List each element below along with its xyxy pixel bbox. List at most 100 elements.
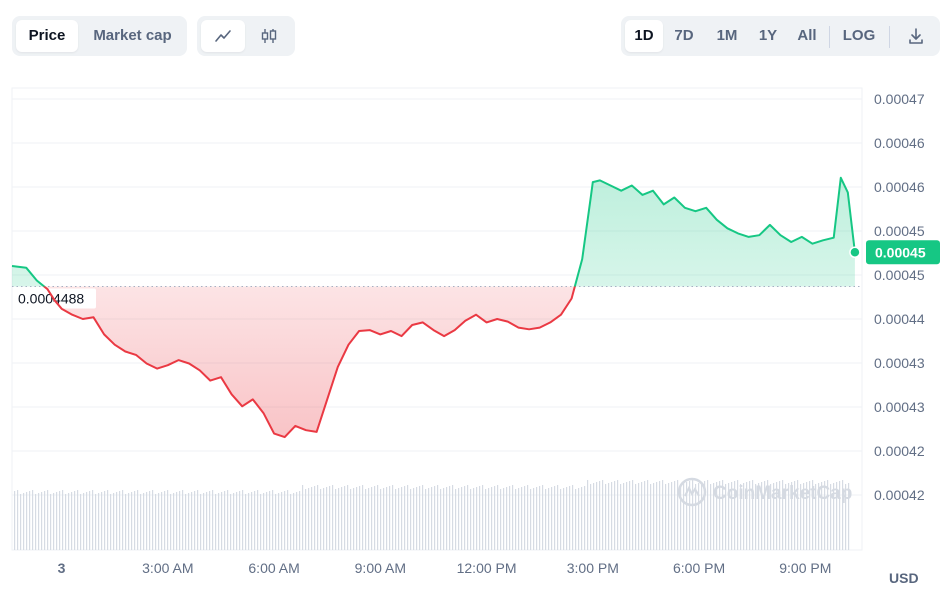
- volume-bar: [173, 493, 175, 550]
- line-chart-icon: [215, 30, 231, 42]
- volume-bar: [521, 487, 523, 550]
- volume-bar: [623, 483, 625, 550]
- volume-bar: [182, 490, 184, 550]
- volume-bar: [575, 489, 577, 550]
- candlestick-button[interactable]: [247, 20, 291, 52]
- volume-bar: [251, 492, 253, 550]
- volume-bar: [758, 483, 760, 550]
- volume-bar: [713, 483, 715, 550]
- download-button[interactable]: [897, 20, 935, 52]
- volume-bar: [545, 489, 547, 550]
- volume-bar: [413, 488, 415, 550]
- volume-bar: [230, 494, 232, 550]
- volume-bar: [212, 490, 214, 550]
- volume-bar: [773, 483, 775, 550]
- volume-bar: [386, 487, 388, 550]
- volume-bar: [464, 486, 466, 550]
- range-1m[interactable]: 1M: [716, 27, 738, 44]
- volume-bar: [599, 481, 601, 550]
- volume-bar: [515, 489, 517, 550]
- volume-bar: [188, 493, 190, 550]
- volume-bar: [539, 486, 541, 550]
- volume-bar: [449, 486, 451, 550]
- volume-bar: [317, 485, 319, 550]
- volume-bar: [452, 485, 454, 550]
- metric-toggle: Price Market cap: [12, 16, 187, 56]
- volume-bar: [794, 481, 796, 550]
- x-tick-label: 6:00 AM: [248, 560, 299, 576]
- range-1d[interactable]: 1D: [625, 20, 663, 52]
- volume-bar: [170, 494, 172, 550]
- volume-bar: [566, 487, 568, 550]
- tab-market-cap[interactable]: Market cap: [93, 27, 172, 44]
- currency-label: USD: [889, 570, 919, 586]
- volume-bar: [458, 488, 460, 550]
- volume-bar: [71, 492, 73, 550]
- volume-bar: [29, 491, 31, 550]
- volume-bar: [353, 488, 355, 550]
- volume-bar: [293, 493, 295, 550]
- x-tick-label: 3: [58, 560, 66, 576]
- volume-bar: [806, 482, 808, 550]
- volume-bar: [287, 490, 289, 550]
- volume-bar: [701, 482, 703, 550]
- volume-bars: [14, 480, 850, 550]
- volume-bar: [338, 488, 340, 550]
- volume-bar: [563, 488, 565, 550]
- volume-bar: [533, 488, 535, 550]
- volume-bar: [848, 483, 850, 550]
- volume-bar: [488, 488, 490, 550]
- volume-bar: [356, 487, 358, 550]
- range-7d[interactable]: 7D: [674, 27, 694, 44]
- volume-bar: [818, 483, 820, 550]
- volume-bar: [290, 494, 292, 550]
- volume-bar: [590, 484, 592, 550]
- volume-bar: [104, 491, 106, 550]
- volume-bar: [158, 493, 160, 550]
- volume-bar: [359, 486, 361, 550]
- volume-bar: [512, 485, 514, 550]
- volume-bar: [542, 485, 544, 550]
- volume-bar: [47, 490, 49, 550]
- volume-bar: [197, 490, 199, 550]
- line-chart-button[interactable]: [201, 20, 245, 52]
- volume-bar: [728, 483, 730, 550]
- volume-bar: [107, 490, 109, 550]
- range-all[interactable]: All: [797, 27, 817, 44]
- volume-bar: [812, 480, 814, 550]
- volume-bar: [56, 492, 58, 550]
- volume-bar: [680, 484, 682, 550]
- volume-bar: [641, 482, 643, 550]
- range-1y[interactable]: 1Y: [758, 27, 778, 44]
- volume-bar: [50, 494, 52, 550]
- volume-bar: [32, 490, 34, 550]
- log-scale-button[interactable]: LOG: [842, 27, 876, 44]
- volume-bar: [779, 481, 781, 550]
- volume-bar: [518, 488, 520, 550]
- volume-bar: [686, 482, 688, 550]
- volume-bar: [731, 482, 733, 550]
- volume-bar: [431, 487, 433, 550]
- volume-bar: [179, 491, 181, 550]
- line-down: [42, 286, 576, 439]
- volume-bar: [707, 480, 709, 550]
- volume-bar: [677, 480, 679, 550]
- volume-bar: [695, 484, 697, 550]
- volume-bar: [122, 490, 124, 550]
- volume-bar: [644, 481, 646, 550]
- x-tick-label: 12:00 PM: [457, 560, 517, 576]
- volume-bar: [671, 482, 673, 550]
- volume-bar: [746, 482, 748, 550]
- price-line: [11, 176, 856, 439]
- volume-bar: [443, 488, 445, 550]
- baseline: 0.0004488: [12, 285, 862, 309]
- tab-price[interactable]: Price: [16, 20, 78, 52]
- baseline-label-bg: [14, 288, 96, 309]
- volume-bar: [194, 491, 196, 550]
- volume-bar: [368, 488, 370, 550]
- volume-bar: [605, 484, 607, 550]
- coinmarketcap-logo: [677, 477, 707, 507]
- volume-bar: [398, 488, 400, 550]
- volume-bar: [86, 492, 88, 550]
